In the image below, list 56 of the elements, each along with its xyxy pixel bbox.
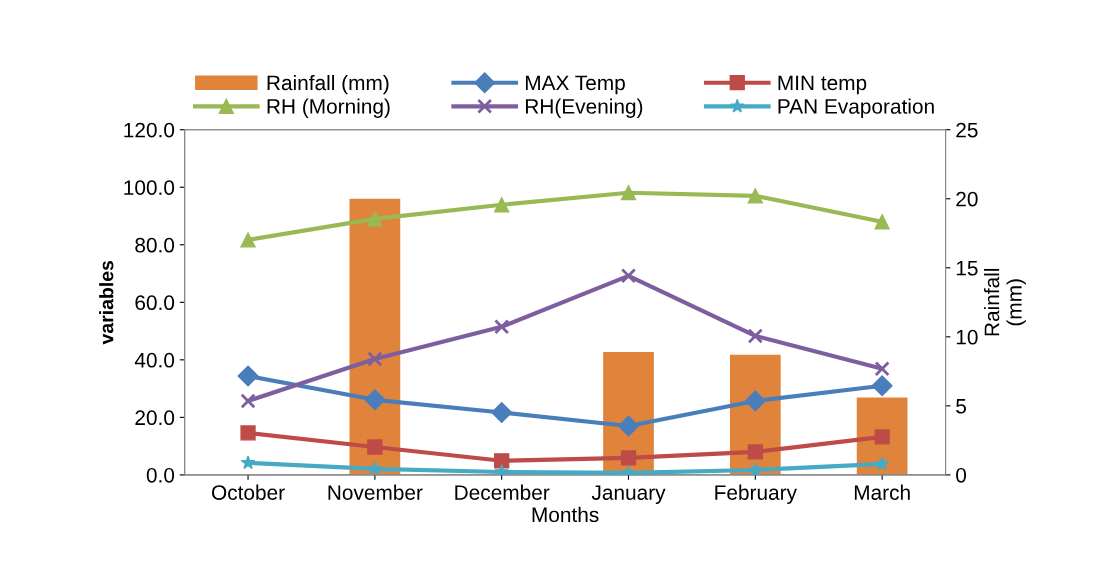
point bbox=[240, 393, 256, 409]
point bbox=[747, 188, 763, 204]
point bbox=[367, 439, 383, 455]
x-tick-label: March bbox=[854, 484, 910, 500]
legend-label: RH (Morning) bbox=[267, 98, 390, 118]
point bbox=[367, 461, 383, 475]
point bbox=[240, 425, 256, 441]
point bbox=[494, 453, 510, 469]
legend-label: PAN Evaporation bbox=[778, 98, 934, 118]
y-tick-label: 100.0 bbox=[124, 180, 175, 195]
point bbox=[744, 390, 766, 412]
y-tick-label: 40.0 bbox=[134, 352, 175, 368]
x-tick-label: November bbox=[328, 484, 423, 500]
y-tick-label: 0.0 bbox=[146, 467, 175, 483]
point bbox=[240, 455, 256, 470]
y2-tick-label: 25 bbox=[956, 122, 978, 138]
point bbox=[620, 185, 637, 201]
point bbox=[367, 351, 383, 367]
point bbox=[364, 389, 386, 411]
point bbox=[494, 319, 510, 335]
legend-label: MAX Temp bbox=[525, 75, 625, 95]
point bbox=[874, 456, 890, 471]
point bbox=[620, 268, 637, 284]
legend-label: MIN temp bbox=[778, 75, 867, 95]
y-tick-label: 80.0 bbox=[135, 237, 175, 253]
y-axis-title: variables bbox=[99, 260, 114, 345]
point bbox=[617, 415, 640, 437]
y-tick-label: 60.0 bbox=[135, 295, 175, 311]
point bbox=[871, 375, 893, 397]
x-tick-label: January bbox=[591, 485, 666, 505]
point bbox=[747, 328, 763, 344]
y-tick-label: 20.0 bbox=[135, 410, 175, 426]
y2-axis-title: Rainfall (mm) bbox=[984, 268, 1026, 336]
y-tick-label: 120.0 bbox=[124, 122, 175, 138]
legend-label: Rainfall (mm) bbox=[267, 74, 389, 95]
y2-tick-label: 20 bbox=[956, 191, 978, 207]
point bbox=[748, 462, 763, 475]
point bbox=[874, 214, 890, 230]
point bbox=[367, 211, 383, 227]
y2-tick-label: 10 bbox=[956, 329, 978, 345]
point bbox=[491, 401, 513, 423]
point bbox=[874, 429, 890, 445]
point bbox=[494, 197, 510, 213]
x-axis-title: Months bbox=[532, 506, 599, 523]
x-tick-label: February bbox=[715, 484, 797, 505]
point bbox=[240, 232, 256, 248]
point bbox=[237, 365, 259, 387]
y2-tick-label: 15 bbox=[956, 261, 978, 276]
point bbox=[874, 361, 890, 377]
point bbox=[747, 444, 763, 460]
y2-tick-label: 0 bbox=[956, 467, 967, 483]
y2-tick-label: 5 bbox=[956, 399, 966, 414]
legend-label: RH(Evening) bbox=[525, 98, 643, 118]
x-tick-label: December bbox=[455, 484, 550, 500]
x-tick-label: October bbox=[211, 484, 285, 500]
point bbox=[620, 450, 637, 466]
